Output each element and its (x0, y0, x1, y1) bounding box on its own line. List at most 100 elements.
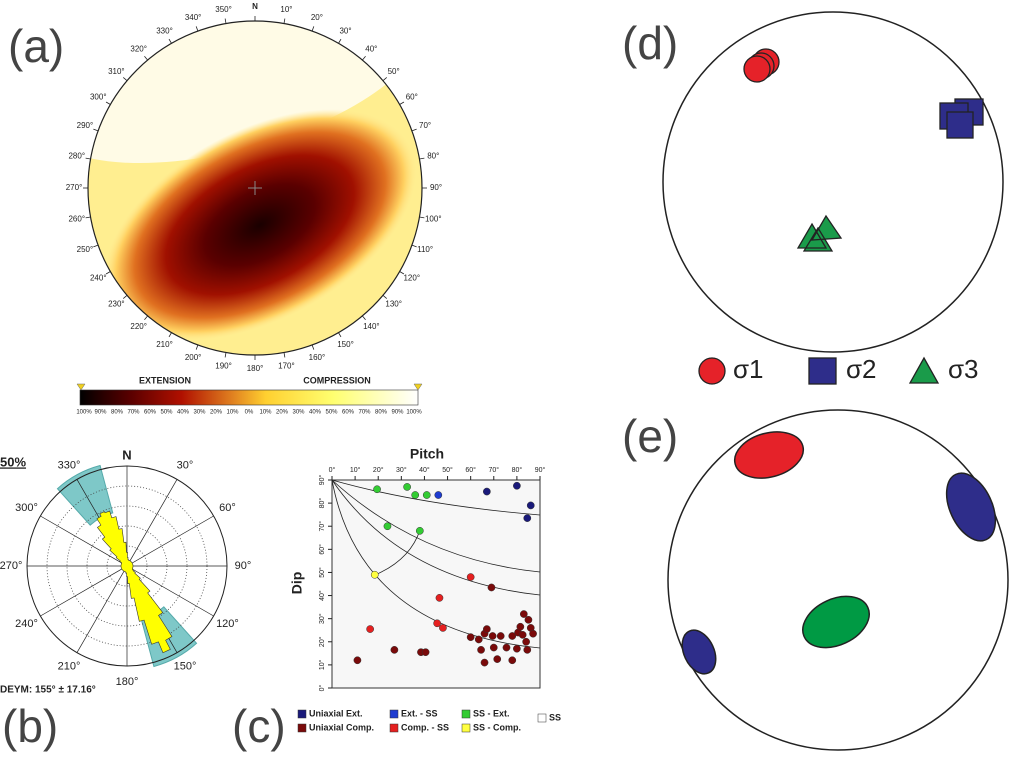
data-point (433, 619, 442, 628)
data-point (518, 630, 527, 639)
data-point (411, 491, 420, 499)
scale-label: 50% (0, 454, 26, 469)
colorbar (79, 389, 419, 406)
azimuth-tick (224, 18, 227, 24)
legend-label: σ1 (733, 354, 764, 384)
y-tick-label: 60° (318, 544, 326, 555)
azimuth-label: 60° (406, 93, 418, 102)
data-point (523, 646, 532, 654)
data-point (373, 485, 381, 494)
azimuth-tick (399, 101, 405, 105)
stereonet-outline (667, 409, 1009, 751)
data-point (513, 644, 521, 653)
data-point (523, 514, 532, 522)
data-point (434, 491, 443, 499)
azimuth-tick (283, 18, 286, 24)
azimuth-tick (411, 128, 417, 132)
colorbar-label: 50% (160, 410, 173, 416)
data-point (493, 655, 502, 663)
azimuth-label: 120° (403, 274, 420, 283)
x-tick-label: 20° (373, 466, 384, 474)
data-point (421, 648, 430, 657)
azimuth-label: 300° (90, 93, 107, 102)
azimuth-label: 150° (174, 660, 197, 672)
azimuth-label: 210° (156, 340, 173, 349)
center-cross (248, 181, 262, 195)
legend-symbol (908, 356, 940, 384)
x-tick-label: 50° (442, 466, 453, 474)
azimuth-tick (419, 216, 425, 219)
azimuth-tick (411, 244, 417, 248)
stress-axes (743, 48, 984, 252)
azimuth-label: 330° (156, 26, 173, 35)
data-point (383, 522, 392, 531)
data-point (519, 610, 528, 618)
legend-label: SS - Comp. (473, 722, 521, 732)
data-point (370, 570, 379, 579)
data-point (522, 637, 530, 646)
azimuth-label: 240° (90, 274, 107, 283)
x-axis-label: Pitch (410, 446, 444, 462)
legend-label: SS - Ext. (473, 708, 510, 718)
azimuth-label: 100° (425, 215, 442, 224)
x-tick-label: 80° (512, 466, 523, 474)
azimuth-tick (168, 332, 172, 338)
legend-symbol (698, 357, 726, 385)
y-tick-label: 20° (318, 636, 326, 647)
azimuth-tick (105, 101, 111, 105)
data-point (526, 501, 535, 510)
azimuth-tick (382, 295, 388, 299)
azimuth-label: 90° (430, 183, 442, 192)
azimuth-label: 290° (77, 121, 94, 130)
y-tick-label: 80° (318, 498, 326, 509)
azimuth-tick (122, 77, 128, 81)
rose-diagram: N 30° 60° 90° 120° 150° 180° 210° 240° 270° 300° 33… (0, 447, 251, 687)
azimuth-label: 250° (77, 245, 94, 254)
x-tick-label: 10° (350, 466, 361, 474)
azimuth-tick (382, 77, 388, 81)
data-point (513, 481, 521, 490)
colorbar-label: 30% (292, 410, 305, 416)
azimuth-label: 260° (68, 215, 85, 224)
plot-area (331, 479, 541, 689)
azimuth-tick (195, 26, 199, 32)
azimuth-label: 170° (278, 361, 295, 370)
azimuth-tick (144, 55, 148, 61)
legend-label: σ3 (948, 354, 979, 384)
data-point (529, 629, 537, 638)
colorbar-label: 60% (342, 410, 355, 416)
azimuth-label: 50° (388, 67, 400, 76)
colorbar-label: 90% (391, 410, 404, 416)
azimuth-label: 330° (58, 459, 81, 471)
data-point (508, 632, 517, 640)
azimuth-tick (419, 157, 425, 160)
azimuth-label: 10° (280, 5, 292, 14)
azimuth-label: 230° (108, 299, 125, 308)
legend-swatch (297, 709, 307, 719)
y-tick-label: 0° (318, 684, 326, 691)
colorbar-label: 80% (375, 410, 388, 416)
colorbar-label: 40% (177, 410, 190, 416)
y-tick-label: 90° (318, 475, 326, 486)
colorbar-label: 50% (325, 410, 338, 416)
azimuth-tick (283, 352, 286, 358)
azimuth-tick (338, 332, 342, 338)
panel-label: (a) (8, 20, 64, 72)
azimuth-label: 340° (185, 13, 202, 22)
azimuth-label: 210° (58, 660, 81, 672)
azimuth-tick (338, 38, 342, 44)
azimuth-label: 350° (215, 5, 232, 14)
data-point (496, 632, 505, 640)
data-point (474, 635, 483, 644)
legend-label: Uniaxial Comp. (309, 722, 374, 732)
colorbar-label: 80% (111, 410, 124, 416)
data-point (516, 622, 525, 631)
azimuth-label: 320° (130, 44, 147, 53)
azimuth-tick (362, 315, 366, 321)
colorbar-label: 90% (94, 410, 107, 416)
data-point (415, 526, 424, 535)
confidence-ellipses (681, 431, 997, 675)
azimuth-label: 90° (235, 560, 252, 572)
azimuth-label: 80° (427, 152, 439, 161)
data-point (422, 491, 431, 499)
